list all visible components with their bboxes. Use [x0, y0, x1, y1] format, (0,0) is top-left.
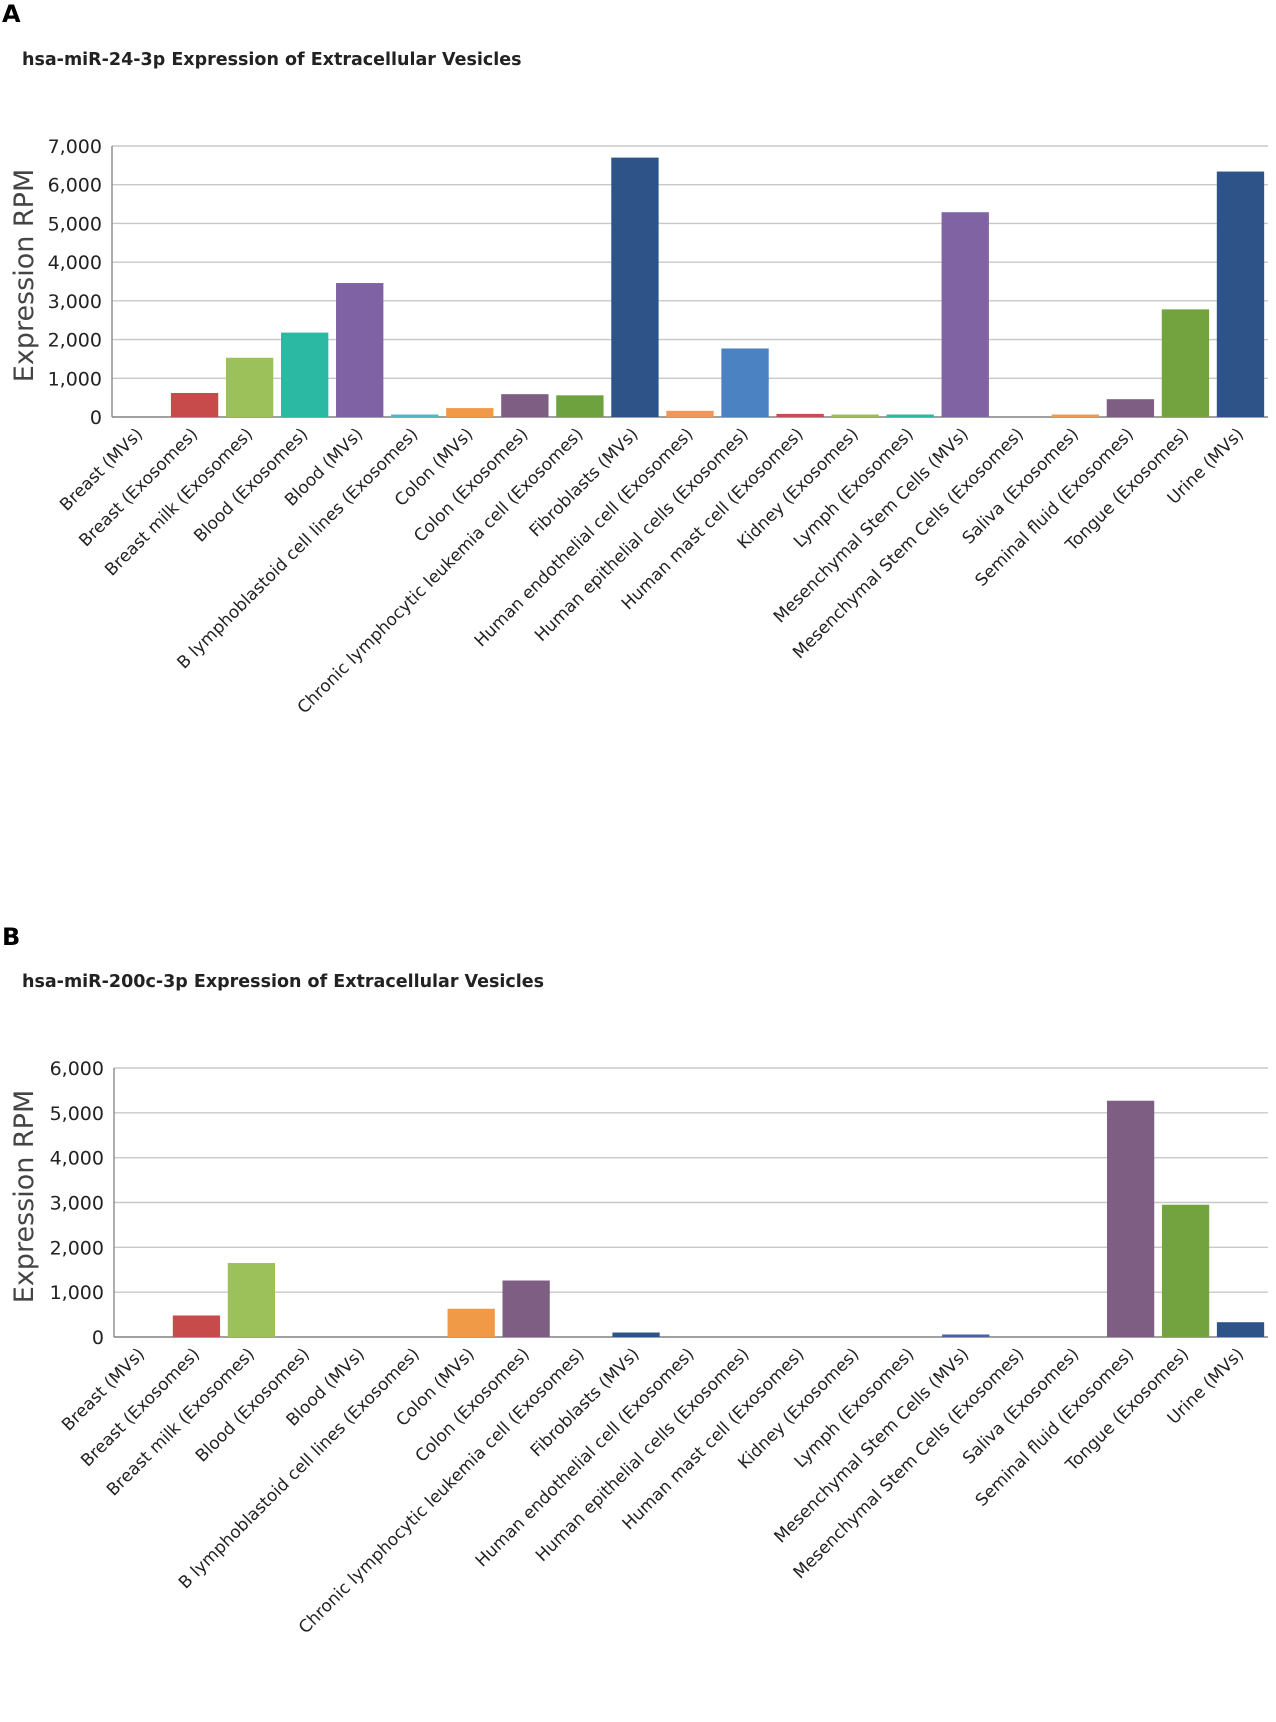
y-tick-label: 5,000: [48, 213, 102, 235]
bar: [612, 1332, 660, 1337]
chart-title: hsa-miR-24-3p Expression of Extracellula…: [22, 50, 522, 70]
bar: [666, 410, 714, 417]
bar: [1106, 399, 1155, 417]
y-tick-label: 4,000: [48, 252, 102, 274]
bar: [502, 1280, 550, 1337]
x-tick-label: Mesenchymal Stem Cells (MVs): [770, 1344, 973, 1547]
y-tick-label: 5,000: [50, 1103, 104, 1125]
x-tick-label: Mesenchymal Stem Cells (MVs): [770, 424, 973, 627]
bar: [942, 1334, 990, 1337]
bar: [391, 414, 439, 417]
bar: [336, 283, 384, 417]
y-tick-label: 2,000: [50, 1237, 104, 1259]
bar: [886, 414, 934, 417]
y-tick-label: 4,000: [50, 1148, 104, 1170]
panel-letter: B: [2, 923, 21, 951]
bar: [1161, 309, 1210, 417]
y-tick-label: 0: [92, 1327, 104, 1349]
y-tick-label: 2,000: [48, 330, 102, 352]
chart-title: hsa-miR-200c-3p Expression of Extracellu…: [22, 972, 545, 992]
bar: [225, 357, 274, 417]
y-tick-label: 6,000: [48, 175, 102, 197]
bar: [1161, 1204, 1210, 1337]
bar: [556, 395, 604, 417]
bar: [446, 408, 494, 417]
y-tick-label: 7,000: [48, 136, 102, 158]
bar: [941, 212, 989, 417]
bar: [1216, 171, 1265, 417]
bar: [1051, 414, 1100, 417]
bar: [721, 348, 769, 417]
y-axis-title: Expression RPM: [9, 169, 40, 382]
bar: [1106, 1100, 1155, 1337]
y-tick-label: 3,000: [48, 291, 102, 313]
bar: [170, 392, 219, 417]
y-axis-title: Expression RPM: [9, 1090, 40, 1303]
panel-letter: A: [2, 0, 21, 28]
y-tick-label: 3,000: [50, 1193, 104, 1215]
bar: [227, 1263, 276, 1337]
bar: [1216, 1322, 1265, 1337]
bar: [447, 1308, 495, 1337]
y-tick-label: 1,000: [50, 1282, 104, 1304]
bar: [831, 414, 879, 417]
chart-panel-a: A hsa-miR-24-3p Expression of Extracellu…: [0, 0, 1276, 860]
bar: [280, 332, 329, 417]
chart-panel-b: B hsa-miR-200c-3p Expression of Extracel…: [0, 920, 1276, 1720]
bar-chart: 0 1,000 2,000 3,000 4,000 5,000 6,000 7,000 Expr…: [9, 136, 1268, 718]
y-tick-label: 1,000: [48, 368, 102, 390]
y-tick-label: 6,000: [50, 1058, 104, 1080]
bar: [172, 1315, 221, 1337]
bar-chart: 0 1,000 2,000 3,000 4,000 5,000 6,000 Expressio…: [9, 1058, 1268, 1638]
bar: [611, 157, 659, 417]
y-tick-label: 0: [90, 407, 102, 429]
bar: [501, 394, 549, 417]
bar: [776, 413, 824, 417]
